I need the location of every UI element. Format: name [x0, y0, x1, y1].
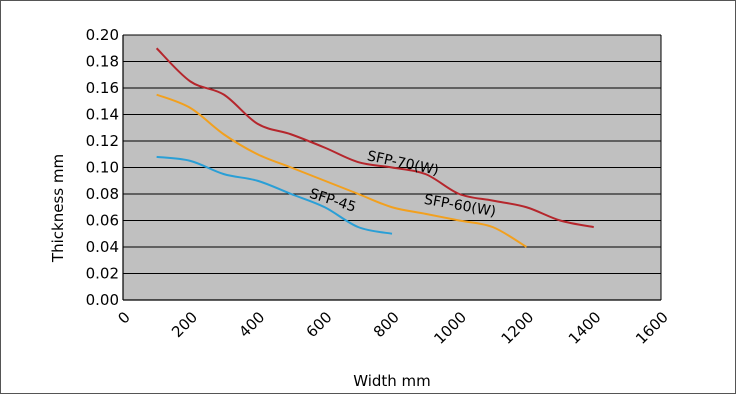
series-line-sfp-60-w: [156, 93, 528, 248]
series-group: [155, 47, 594, 248]
y-tick-label: 0.12: [86, 132, 119, 150]
gridlines: [123, 34, 662, 300]
series-line-sfp-45: [156, 155, 393, 235]
y-tick-label: 0.02: [86, 265, 119, 283]
y-tick-label: 0.00: [86, 291, 119, 309]
y-tick-label: 0.14: [86, 106, 119, 124]
y-tick-label: 0.08: [86, 185, 119, 203]
y-tick-labels: 0.00 0.02 0.04 0.06 0.08 0.10 0.12 0.14 0.16 0.18…: [86, 26, 119, 309]
x-axis-label: Width mm: [353, 372, 431, 390]
y-tick-label: 0.16: [86, 79, 119, 97]
y-axis-label: Thickness mm: [49, 154, 67, 263]
y-tick-label: 0.18: [86, 53, 119, 71]
series-line-sfp-70-w: [155, 47, 594, 229]
y-tick-label: 0.20: [86, 26, 119, 44]
y-tick-label: 0.06: [86, 212, 119, 230]
y-tick-label: 0.10: [86, 159, 119, 177]
y-tick-label: 0.04: [86, 238, 119, 256]
